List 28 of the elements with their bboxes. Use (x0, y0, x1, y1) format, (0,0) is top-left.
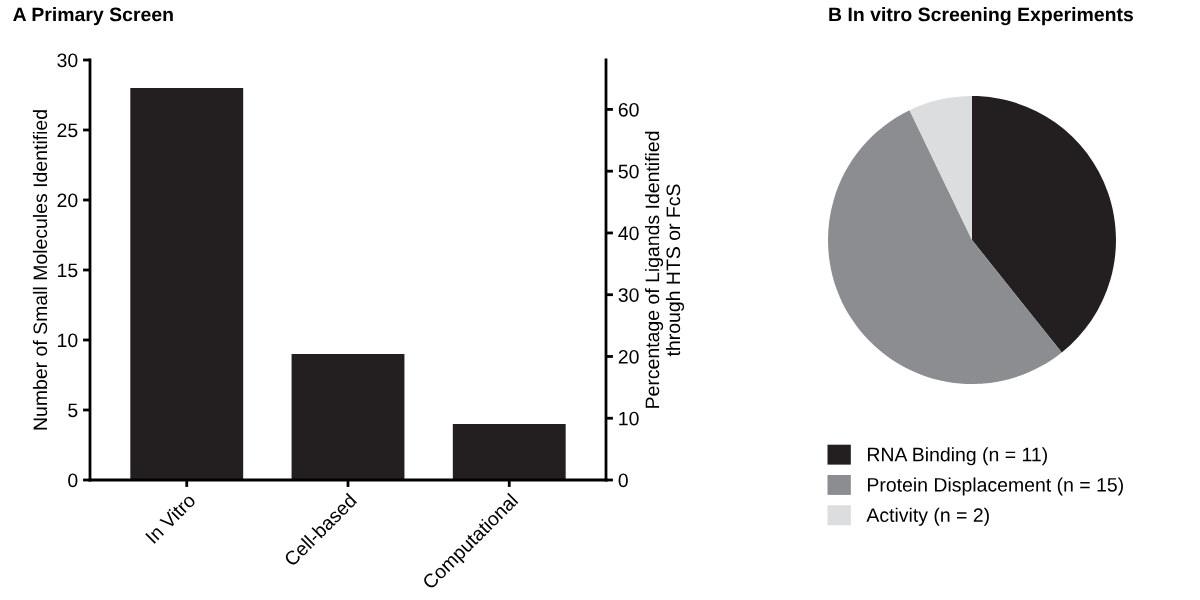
bar (130, 88, 244, 480)
y2-tick-label: 50 (618, 164, 639, 179)
y-axis-title: Number of Small Molecules Identified (32, 110, 48, 430)
chart-title: A Primary Screen (13, 7, 173, 26)
y-tick-label: 25 (57, 123, 78, 138)
y-tick-label: 15 (58, 263, 78, 278)
y-tick-label: 0 (68, 473, 78, 488)
y2-tick-label: 40 (618, 226, 639, 241)
y-tick-label: 20 (57, 193, 78, 208)
pie-slice (909, 96, 972, 240)
y2-tick-label: 20 (618, 349, 639, 364)
y2-tick-label: 60 (618, 102, 639, 117)
pie-slice (828, 110, 1062, 384)
y-tick-label: 5 (68, 403, 78, 418)
y2-tick-label: 10 (619, 411, 639, 426)
bar (291, 354, 405, 480)
y-tick-label: 10 (58, 333, 78, 348)
bar (452, 424, 566, 480)
chart-title: B In vitro Screening Experiments (829, 7, 1133, 26)
x-tick-label: In Vitro (144, 492, 197, 544)
legend-label: Protein Displacement (n = 15) (867, 477, 1123, 496)
y2-tick-label: 0 (618, 473, 628, 488)
y-tick-label: 30 (57, 53, 78, 68)
pie-slice (972, 96, 1116, 353)
y2-tick-label: 30 (618, 288, 639, 302)
legend-label: Activity (n = 2) (866, 507, 989, 526)
y2-axis-title: Percentage of Ligands Identified through HTS or FcS (644, 131, 685, 408)
legend-label: RNA Binding (n = 11) (867, 447, 1047, 466)
